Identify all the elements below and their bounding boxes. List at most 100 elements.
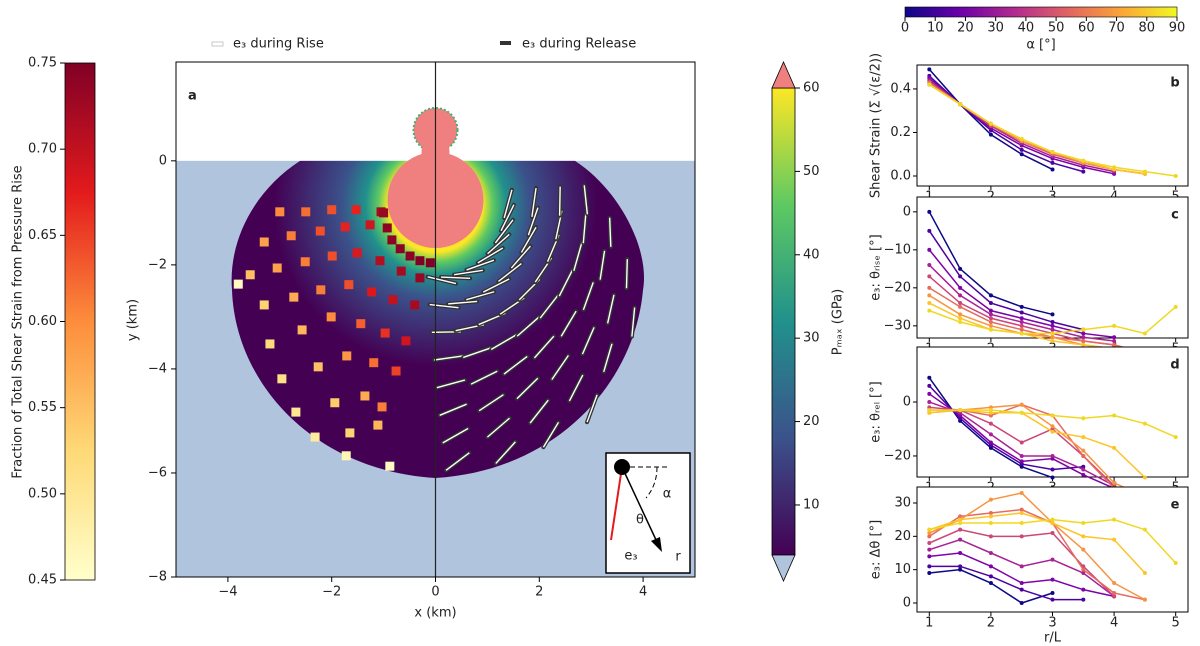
colorbar-tick-label: 0.70 — [28, 142, 57, 157]
panel-label: e — [1171, 498, 1180, 513]
series-point — [1081, 416, 1086, 421]
series-point — [1173, 304, 1178, 309]
strain-square — [327, 251, 337, 261]
series-point — [927, 547, 932, 552]
series-point — [1081, 169, 1086, 174]
rise-tick — [440, 276, 471, 279]
series-point — [927, 67, 932, 72]
series-point — [1050, 453, 1055, 458]
series-point — [1112, 165, 1117, 170]
strain-square — [425, 258, 435, 268]
colorbar-tick-label: 0.75 — [28, 56, 57, 71]
rise-tick — [482, 278, 510, 293]
strain-square — [396, 266, 406, 276]
series-point — [1081, 453, 1086, 458]
series-point — [927, 228, 932, 233]
rise-tick — [436, 379, 466, 389]
series-point — [1050, 591, 1055, 595]
series-point — [1112, 413, 1117, 418]
y-tick-label: 0 — [903, 596, 911, 611]
rise-tick — [608, 217, 612, 247]
x-tick-label: 2 — [987, 616, 995, 631]
y-tick-label: −30 — [884, 318, 911, 333]
series-point — [1019, 320, 1024, 325]
strain-square — [259, 237, 269, 247]
strain-square — [382, 223, 392, 233]
y-tick-label: 0 — [903, 204, 911, 219]
series-point — [927, 293, 932, 298]
rise-tick — [560, 310, 577, 337]
strain-square — [341, 451, 351, 461]
strain-square — [345, 428, 355, 438]
x-tick-label: −4 — [218, 585, 237, 600]
panel-label: b — [1170, 76, 1179, 91]
x-tick-label: 5 — [1172, 616, 1180, 631]
colorbar-tick-label: 0.50 — [28, 486, 57, 501]
series-point — [958, 514, 963, 519]
rise-tick — [558, 269, 574, 297]
inset-e3 — [610, 466, 623, 541]
series-point — [1081, 597, 1086, 602]
series-point — [958, 320, 963, 325]
series-point — [1050, 531, 1055, 535]
series-point — [958, 266, 963, 271]
series-point — [988, 132, 993, 137]
series-point — [1142, 475, 1147, 480]
series-point — [1081, 335, 1086, 340]
series-point — [1142, 169, 1147, 174]
rise-tick — [477, 247, 504, 264]
series-point — [1081, 521, 1086, 525]
strain-square — [385, 461, 395, 471]
series-point — [958, 301, 963, 306]
x-tick-label: 4 — [1110, 616, 1118, 631]
strain-square — [387, 235, 397, 245]
series-point — [1112, 480, 1117, 485]
series-point — [988, 521, 993, 525]
series-point — [1019, 331, 1024, 336]
series-point — [1050, 517, 1055, 522]
inset-label: θ — [636, 513, 644, 528]
y-tick-label: −6 — [148, 465, 167, 480]
series-point — [988, 511, 993, 515]
series-point — [927, 531, 932, 535]
series-point — [1019, 587, 1024, 592]
inset-label: r — [675, 550, 681, 565]
strain-square — [401, 336, 411, 346]
strain-square — [286, 231, 296, 241]
strain-square — [380, 328, 390, 338]
strain-square — [326, 312, 336, 322]
rise-tick — [542, 421, 560, 448]
rise-tick — [445, 452, 470, 471]
colorbar — [64, 62, 96, 581]
rise-tick — [581, 327, 595, 355]
series-point — [988, 327, 993, 332]
colorbar-tick-label: 60 — [803, 81, 820, 96]
colorbar-label: Pₘₐₓ (GPa) — [831, 289, 846, 355]
strain-square — [367, 287, 377, 297]
series-point — [1019, 410, 1024, 415]
strain-square — [342, 351, 352, 361]
series-point — [927, 301, 932, 306]
series-line — [929, 492, 1146, 601]
series-point — [1019, 310, 1024, 315]
y-axis-label: e₃: Δθ [°] — [869, 520, 884, 579]
rise-tick — [586, 394, 598, 423]
colorbar-over — [771, 61, 796, 89]
rise-tick — [434, 355, 464, 361]
colorbar-tick-label: 40 — [1018, 21, 1035, 36]
series-point — [1112, 517, 1117, 522]
strain-square — [415, 256, 425, 266]
y-tick-label: 0 — [159, 153, 167, 168]
series-point — [1050, 335, 1055, 340]
strain-square — [297, 325, 307, 335]
series-point — [927, 400, 932, 405]
colorbar-tick-label: 10 — [803, 497, 820, 512]
rise-tick — [494, 219, 514, 244]
series-point — [1142, 527, 1147, 532]
series-point — [988, 323, 993, 328]
series-point — [1050, 475, 1055, 480]
y-axis-label: e₃: θᵣₑₗ [°] — [869, 381, 884, 442]
rise-tick — [463, 347, 491, 359]
series-point — [988, 308, 993, 313]
